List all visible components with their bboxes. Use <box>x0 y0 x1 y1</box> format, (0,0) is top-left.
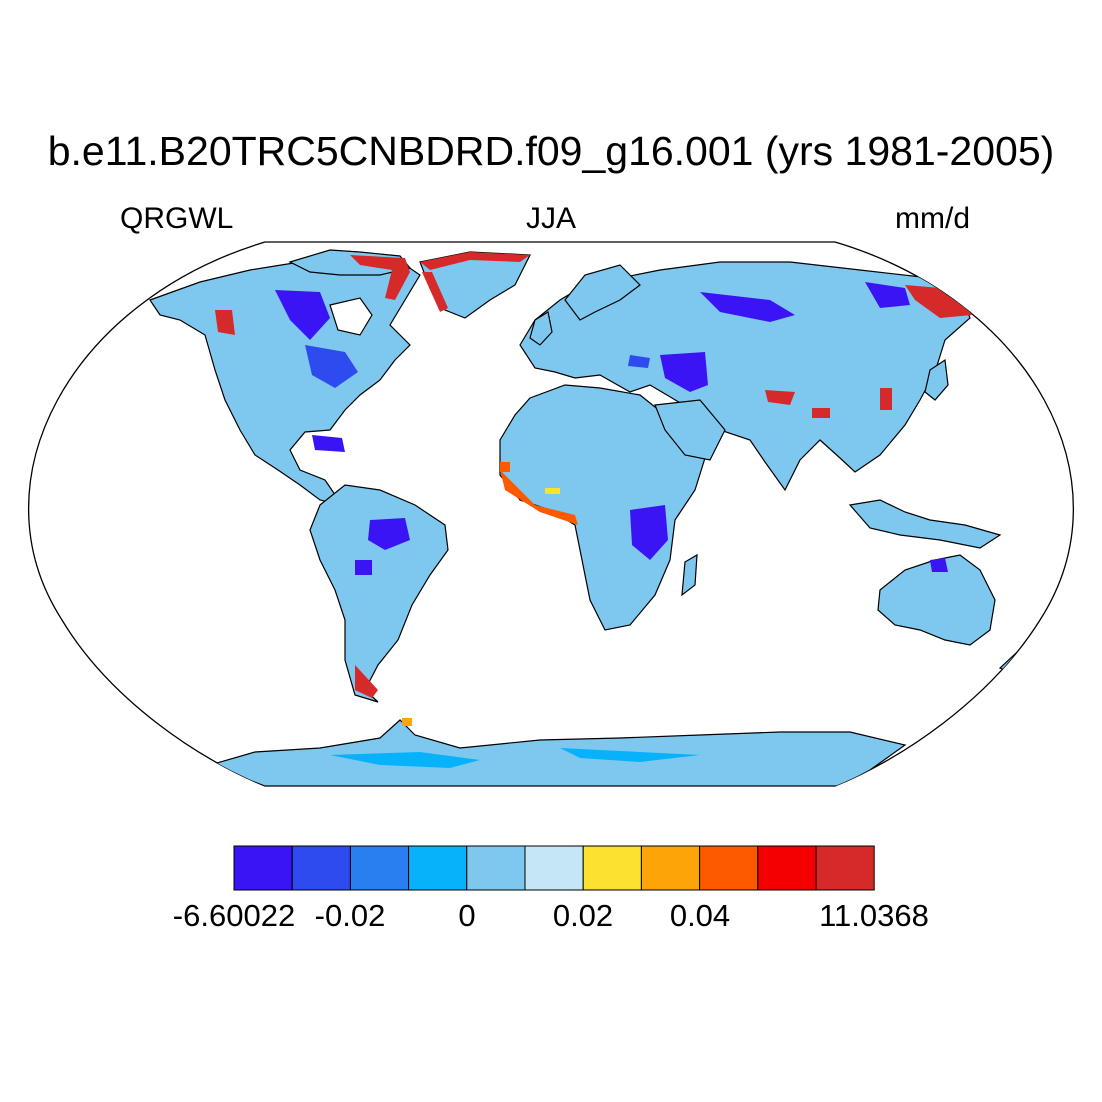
landmass-south-america <box>309 484 449 703</box>
season-label: JJA <box>525 202 576 235</box>
colorbar-swatch <box>815 845 875 891</box>
colorbar-swatch <box>640 845 701 891</box>
colorbar-swatch <box>757 845 817 891</box>
anomaly-patch <box>350 255 410 300</box>
colorbar-label: 0.04 <box>669 898 731 933</box>
colorbar-swatch <box>233 845 293 891</box>
anomaly-patch <box>312 435 345 452</box>
anomaly-patch <box>500 470 578 525</box>
anomaly-patch <box>628 355 650 368</box>
anomaly-patch <box>420 252 530 270</box>
anomaly-patch <box>368 518 410 550</box>
anomaly-patches <box>215 252 972 768</box>
colorbar-swatch <box>466 845 526 891</box>
colorbar <box>233 845 875 891</box>
anomaly-patch <box>865 282 910 308</box>
anomaly-patch <box>930 558 948 572</box>
anomaly-patch <box>660 352 708 392</box>
anomaly-patch <box>880 388 892 410</box>
colorbar-swatch <box>291 845 351 891</box>
anomaly-patch <box>500 462 510 472</box>
anomaly-patch <box>305 345 358 388</box>
colorbar-swatch <box>699 845 759 891</box>
colorbar-label: 0 <box>458 898 476 933</box>
anomaly-patch <box>630 505 668 560</box>
colorbar-swatch <box>582 845 642 891</box>
anomaly-patch <box>765 390 795 405</box>
anomaly-patch <box>422 272 448 312</box>
landmass-eurasia <box>519 261 971 492</box>
anomaly-patch <box>545 488 560 494</box>
colorbar-label: 0.02 <box>552 898 614 933</box>
landmass-arctic-islands <box>288 249 412 276</box>
plot-title: b.e11.B20TRC5CNBDRD.f09_g16.001 (yrs 198… <box>47 128 1055 174</box>
colorbar-swatch <box>349 845 410 891</box>
landmass-arabia <box>654 399 726 461</box>
colorbar-label: -0.02 <box>314 898 386 933</box>
landmass-madagascar <box>681 553 698 597</box>
landmass-scandinavia <box>564 264 641 321</box>
anomaly-patch <box>560 748 700 762</box>
colorbar-swatch <box>408 845 468 891</box>
colorbar-label: -6.60022 <box>172 898 296 933</box>
anomaly-patch <box>330 752 480 768</box>
colorbar-swatch <box>524 845 584 891</box>
landmass-japan <box>924 358 949 401</box>
colorbar-label: 11.0368 <box>819 898 929 933</box>
anomaly-patch <box>812 408 830 418</box>
anomaly-patch <box>355 665 378 698</box>
variable-label: QRGWL <box>120 202 234 235</box>
landmass-britain <box>529 311 553 346</box>
hudson-bay <box>329 297 373 336</box>
units-label: mm/d <box>895 202 970 235</box>
anomaly-patch <box>355 560 372 575</box>
anomaly-patch <box>215 310 235 335</box>
anomaly-patch <box>275 290 330 340</box>
anomaly-patch <box>700 292 795 322</box>
anomaly-patch <box>402 718 412 726</box>
landmass-indonesia <box>848 499 1002 549</box>
